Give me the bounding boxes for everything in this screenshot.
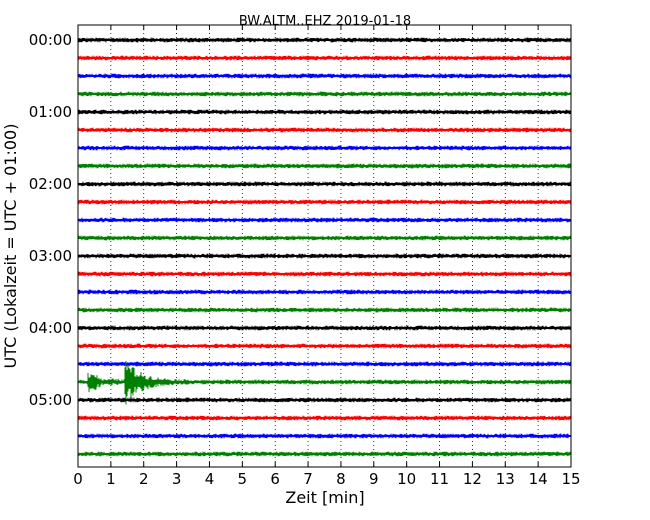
x-tick-label: 8 bbox=[336, 470, 346, 488]
seismic-trace-0115 bbox=[77, 127, 572, 133]
x-axis-label: Zeit [min] bbox=[285, 488, 364, 507]
y-tick-label: 04:00 bbox=[29, 319, 72, 337]
seismic-trace-0100 bbox=[77, 109, 572, 115]
seismic-trace-0315 bbox=[77, 271, 572, 277]
x-tick-label: 10 bbox=[397, 470, 416, 488]
x-tick-label: 12 bbox=[463, 470, 482, 488]
seismic-trace-0345 bbox=[77, 307, 572, 313]
x-tick-label: 0 bbox=[73, 470, 83, 488]
seismic-trace-0045 bbox=[77, 91, 572, 97]
x-axis-ticks: 0 1 2 3 4 5 6 7 8 9 10 11 12 13 14 15 bbox=[73, 25, 581, 488]
seismic-trace-0000 bbox=[77, 37, 572, 43]
x-tick-label: 4 bbox=[205, 470, 215, 488]
x-tick-label: 5 bbox=[238, 470, 248, 488]
chart-title: BW.ALTM..EHZ 2019-01-18 bbox=[239, 14, 411, 29]
seismic-trace-0245 bbox=[77, 235, 572, 241]
seismic-trace-0400 bbox=[77, 325, 572, 331]
y-tick-label: 03:00 bbox=[29, 247, 72, 265]
y-tick-label: 02:00 bbox=[29, 175, 72, 193]
grid-lines bbox=[110, 25, 539, 467]
seismic-trace-0430 bbox=[77, 361, 572, 367]
y-tick-label: 01:00 bbox=[29, 103, 72, 121]
seismic-trace-0330 bbox=[77, 289, 572, 295]
x-tick-label: 6 bbox=[270, 470, 280, 488]
seismic-trace-0515 bbox=[77, 415, 572, 421]
seismic-trace-0415 bbox=[77, 343, 572, 349]
y-tick-label: 05:00 bbox=[29, 391, 72, 409]
x-tick-label: 13 bbox=[496, 470, 515, 488]
x-tick-label: 14 bbox=[529, 470, 548, 488]
plot-frame bbox=[77, 24, 572, 468]
seismic-trace-0145 bbox=[77, 163, 572, 169]
x-tick-label: 9 bbox=[369, 470, 379, 488]
y-axis-ticks: 00:00 01:00 02:00 03:00 04:00 05:00 bbox=[29, 31, 571, 409]
seismic-trace-0015 bbox=[77, 55, 572, 61]
seismic-trace-0215 bbox=[77, 199, 572, 205]
seismic-trace-0030 bbox=[77, 73, 572, 79]
x-tick-label: 11 bbox=[430, 470, 449, 488]
seismic-trace-0200 bbox=[77, 181, 572, 187]
seismic-trace-0300 bbox=[77, 253, 572, 259]
x-tick-label: 3 bbox=[172, 470, 182, 488]
seismic-trace-0545 bbox=[77, 451, 572, 457]
x-tick-label: 7 bbox=[303, 470, 313, 488]
seismic-traces bbox=[77, 37, 572, 457]
y-axis-label: UTC (Lokalzeit = UTC + 01:00) bbox=[1, 124, 20, 369]
seismic-trace-0130 bbox=[77, 145, 572, 151]
x-tick-label: 1 bbox=[106, 470, 116, 488]
y-tick-label: 00:00 bbox=[29, 31, 72, 49]
seismic-trace-0500 bbox=[77, 397, 572, 403]
x-tick-label: 15 bbox=[561, 470, 580, 488]
seismic-trace-0530 bbox=[77, 433, 572, 439]
x-tick-label: 2 bbox=[139, 470, 149, 488]
seismic-trace-0230 bbox=[77, 217, 572, 223]
